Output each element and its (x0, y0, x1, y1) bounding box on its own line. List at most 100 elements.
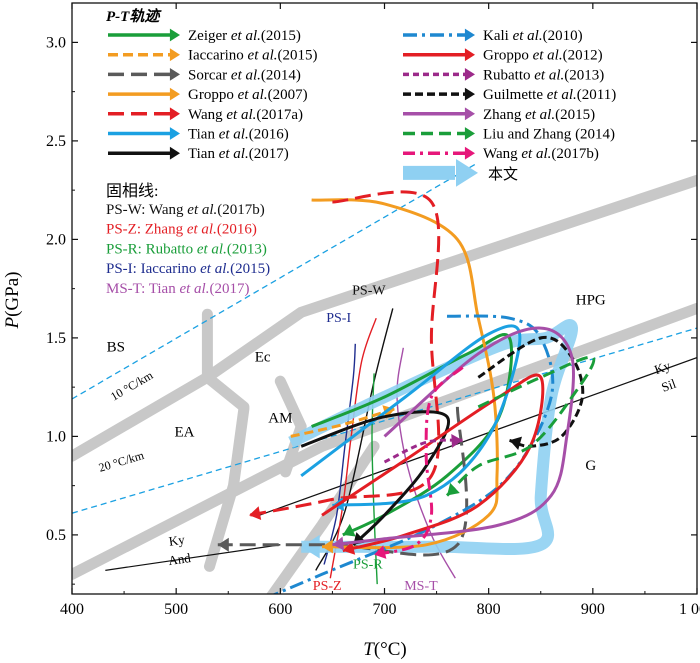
legend-right-arrowhead-3 (464, 87, 475, 101)
series-wang-et-al-2017a- (248, 190, 441, 517)
series-wang-et-al-2017b- (373, 366, 464, 557)
series-groppo-et-al-2007- (311, 198, 499, 550)
reaction-label-upper-Ky-Sil: Ky (652, 358, 673, 378)
legend-right-label-1: Groppo et al.(2012) (483, 48, 603, 64)
y-tick-label-2: 2.0 (46, 231, 66, 248)
pt-paths (217, 190, 596, 612)
reaction-label-lower-Ky-And: And (167, 550, 192, 568)
y-tick-label-0.5: 0.5 (46, 527, 66, 544)
facies-label-hpg: HPG (576, 292, 606, 308)
series-liu-and-zhang-2014--arrowhead (447, 482, 460, 496)
solidus-legend-title: 固相线: (106, 182, 158, 200)
facies-label-bs: BS (107, 340, 125, 356)
facies-boundary-3 (72, 302, 697, 580)
x-tick-label-700: 700 (373, 601, 397, 618)
legend-left-label-1: Iaccarino et al.(2015) (188, 48, 318, 64)
x-tick-label-1000: 1 000 (679, 601, 700, 618)
series-liu-and-zhang-2014- (445, 355, 596, 497)
legend-this-study-arrowhead (456, 159, 478, 187)
reaction-label-lower-Ky-Sil: Sil (659, 376, 678, 395)
series-rubatto-et-al-2013- (383, 438, 463, 464)
series-sorcar-et-al-2014--arrowhead (217, 537, 229, 552)
x-tick-label-900: 900 (581, 601, 605, 618)
x-tick-label-800: 800 (477, 601, 501, 618)
legend-left-label-0: Zeiger et al.(2015) (188, 28, 301, 44)
legend-right-label-3: Guilmette et al.(2011) (483, 87, 616, 103)
solidus-label-PS-W: PS-W (352, 284, 386, 299)
series-- (288, 319, 578, 556)
y-tick-label-2.5: 2.5 (46, 133, 66, 150)
series-zeiger-et-al-2015- (311, 333, 514, 537)
y-tick-label-3: 3.0 (46, 34, 66, 51)
solidus-legend-PS-I: PS-I: Iaccarino et al.(2015) (106, 261, 270, 277)
series-rubatto-et-al-2013--arrowhead (451, 434, 463, 448)
series-sorcar-et-al-2014- (217, 406, 469, 557)
series-groppo-et-al-2012- (321, 373, 545, 553)
legend-right-arrowhead-0 (464, 28, 475, 42)
y-tick-label-1.5: 1.5 (46, 330, 66, 347)
solidus-PS-I (323, 343, 356, 565)
x-tick-label-600: 600 (268, 601, 292, 618)
series---arrowhead (301, 534, 320, 559)
facies-label-g: G (585, 458, 596, 474)
legend-right-label-0: Kali et al.(2010) (483, 28, 583, 44)
x-tick-label-500: 500 (164, 601, 188, 618)
legend-right-label-4: Zhang et al.(2015) (483, 107, 595, 123)
facies-boundary-6 (266, 440, 380, 594)
facies-boundary-2 (201, 371, 250, 413)
series-guilmette-et-al-2011--arrowhead (509, 436, 522, 450)
series-groppo-et-al-2007--arrowhead (322, 539, 334, 554)
legend-right-arrowhead-1 (464, 48, 475, 62)
series-wang-et-al-2017b--arrowhead (374, 545, 387, 559)
solidus-legend-PS-Z: PS-Z: Zhang et al.(2016) (106, 222, 257, 238)
legend-left-arrowhead-1 (169, 48, 180, 62)
legend-right-label-6: Wang et al.(2017b) (483, 146, 599, 162)
solidus-legend-PS-R: PS-R: Rubatto et al.(2013) (106, 241, 267, 257)
solidus-label-MS-T: MS-T (404, 579, 438, 594)
solidus-label-PS-I: PS-I (326, 311, 351, 326)
series-kali-et-al-2010--arrowhead (239, 599, 252, 612)
legend-left-label-6: Tian et al.(2017) (188, 146, 289, 162)
legend-right-arrowhead-2 (464, 68, 475, 81)
legend-left-label-2: Sorcar et al.(2014) (188, 67, 301, 83)
facies-label-am: AM (268, 411, 292, 427)
y-axis-label: P(GPa) (2, 272, 23, 330)
facies-boundary-4 (204, 403, 250, 572)
facies-boundary-0 (72, 174, 697, 462)
legend-left-arrowhead-0 (169, 28, 180, 42)
x-axis-label: T(°C) (363, 639, 407, 660)
geotherm-label-1: 20 °C/km (97, 448, 146, 475)
series-groppo-et-al-2012--arrowhead (342, 541, 356, 555)
facies-label-ec: Ec (255, 350, 271, 366)
legend: P-T轨迹 Zeiger et al.(2015) Iaccarino et al.… (106, 7, 616, 297)
axes: 400 500 600 700 800 900 1 000 0.5 1.0 1.5 2.0 2.5 3.… (46, 2, 700, 618)
reaction-line-Ky-And (105, 544, 281, 571)
legend-left-arrowhead-4 (169, 107, 180, 121)
series-tian-et-al-2016- (300, 324, 522, 507)
solidus-label-PS-R: PS-R (353, 557, 383, 572)
legend-right-label-5: Liu and Zhang (2014) (483, 127, 615, 143)
y-tick-label-1: 1.0 (46, 428, 66, 445)
solidus-legend-PS-W: PS-W: Wang et al.(2017b) (106, 202, 265, 218)
legend-left-arrowhead-5 (169, 127, 180, 140)
legend-left-label-5: Tian et al.(2016) (188, 127, 289, 143)
legend-left-arrowhead-6 (169, 146, 180, 160)
solidus-legend-MS-T: MS-T: Tian et al.(2017) (106, 281, 249, 297)
series-zhang-et-al-2015- (332, 326, 575, 547)
geotherm-line-1 (72, 327, 697, 514)
series-zeiger-et-al-2015--arrowhead (342, 523, 356, 537)
x-tick-label-400: 400 (60, 601, 84, 618)
series-wang-et-al-2017a--arrowhead (249, 506, 262, 520)
facies-boundary-5 (274, 375, 307, 478)
geotherm-line-0 (72, 162, 479, 400)
facies-label-ea: EA (175, 424, 195, 440)
facies-labels: BS Ec EA AM HPG G PS-W PS-Z PS-R PS-I MS-T (107, 284, 606, 595)
legend-right-arrowhead-5 (464, 127, 475, 140)
legend-left-arrowhead-3 (169, 87, 180, 101)
legend-left-label-4: Wang et al.(2017a) (188, 107, 303, 123)
legend-right-arrowhead-4 (464, 107, 475, 121)
legend-this-study-label: 本文 (488, 166, 518, 183)
solidus-label-PS-Z: PS-Z (313, 579, 342, 594)
legend-left-label-3: Groppo et al.(2007) (188, 87, 308, 103)
